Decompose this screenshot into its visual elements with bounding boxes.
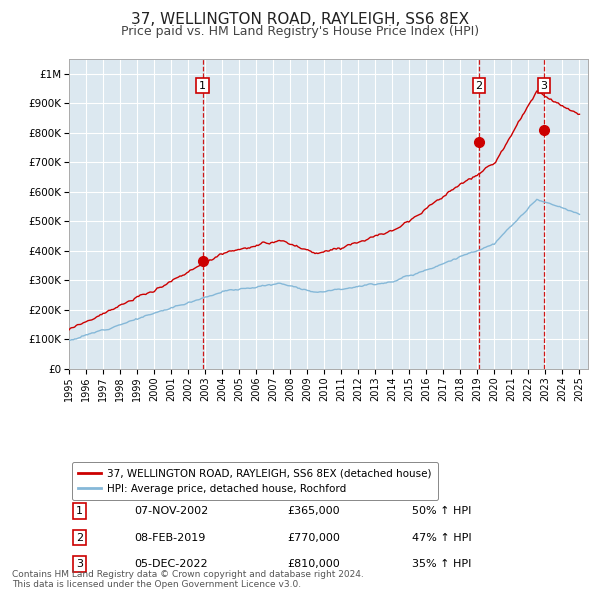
Legend: 37, WELLINGTON ROAD, RAYLEIGH, SS6 8EX (detached house), HPI: Average price, det: 37, WELLINGTON ROAD, RAYLEIGH, SS6 8EX (… (71, 462, 438, 500)
Text: 05-DEC-2022: 05-DEC-2022 (134, 559, 208, 569)
Text: 50% ↑ HPI: 50% ↑ HPI (412, 506, 471, 516)
Text: £365,000: £365,000 (287, 506, 340, 516)
Text: Price paid vs. HM Land Registry's House Price Index (HPI): Price paid vs. HM Land Registry's House … (121, 25, 479, 38)
Text: £770,000: £770,000 (287, 533, 340, 543)
Text: Contains HM Land Registry data © Crown copyright and database right 2024.
This d: Contains HM Land Registry data © Crown c… (12, 570, 364, 589)
Text: 37, WELLINGTON ROAD, RAYLEIGH, SS6 8EX: 37, WELLINGTON ROAD, RAYLEIGH, SS6 8EX (131, 12, 469, 27)
Text: 2: 2 (76, 533, 83, 543)
Text: £810,000: £810,000 (287, 559, 340, 569)
Text: 1: 1 (199, 81, 206, 90)
Text: 07-NOV-2002: 07-NOV-2002 (134, 506, 208, 516)
Text: 2: 2 (476, 81, 482, 90)
Text: 47% ↑ HPI: 47% ↑ HPI (412, 533, 471, 543)
Text: 1: 1 (76, 506, 83, 516)
Text: 3: 3 (541, 81, 548, 90)
Text: 3: 3 (76, 559, 83, 569)
Text: 08-FEB-2019: 08-FEB-2019 (134, 533, 205, 543)
Text: 35% ↑ HPI: 35% ↑ HPI (412, 559, 471, 569)
